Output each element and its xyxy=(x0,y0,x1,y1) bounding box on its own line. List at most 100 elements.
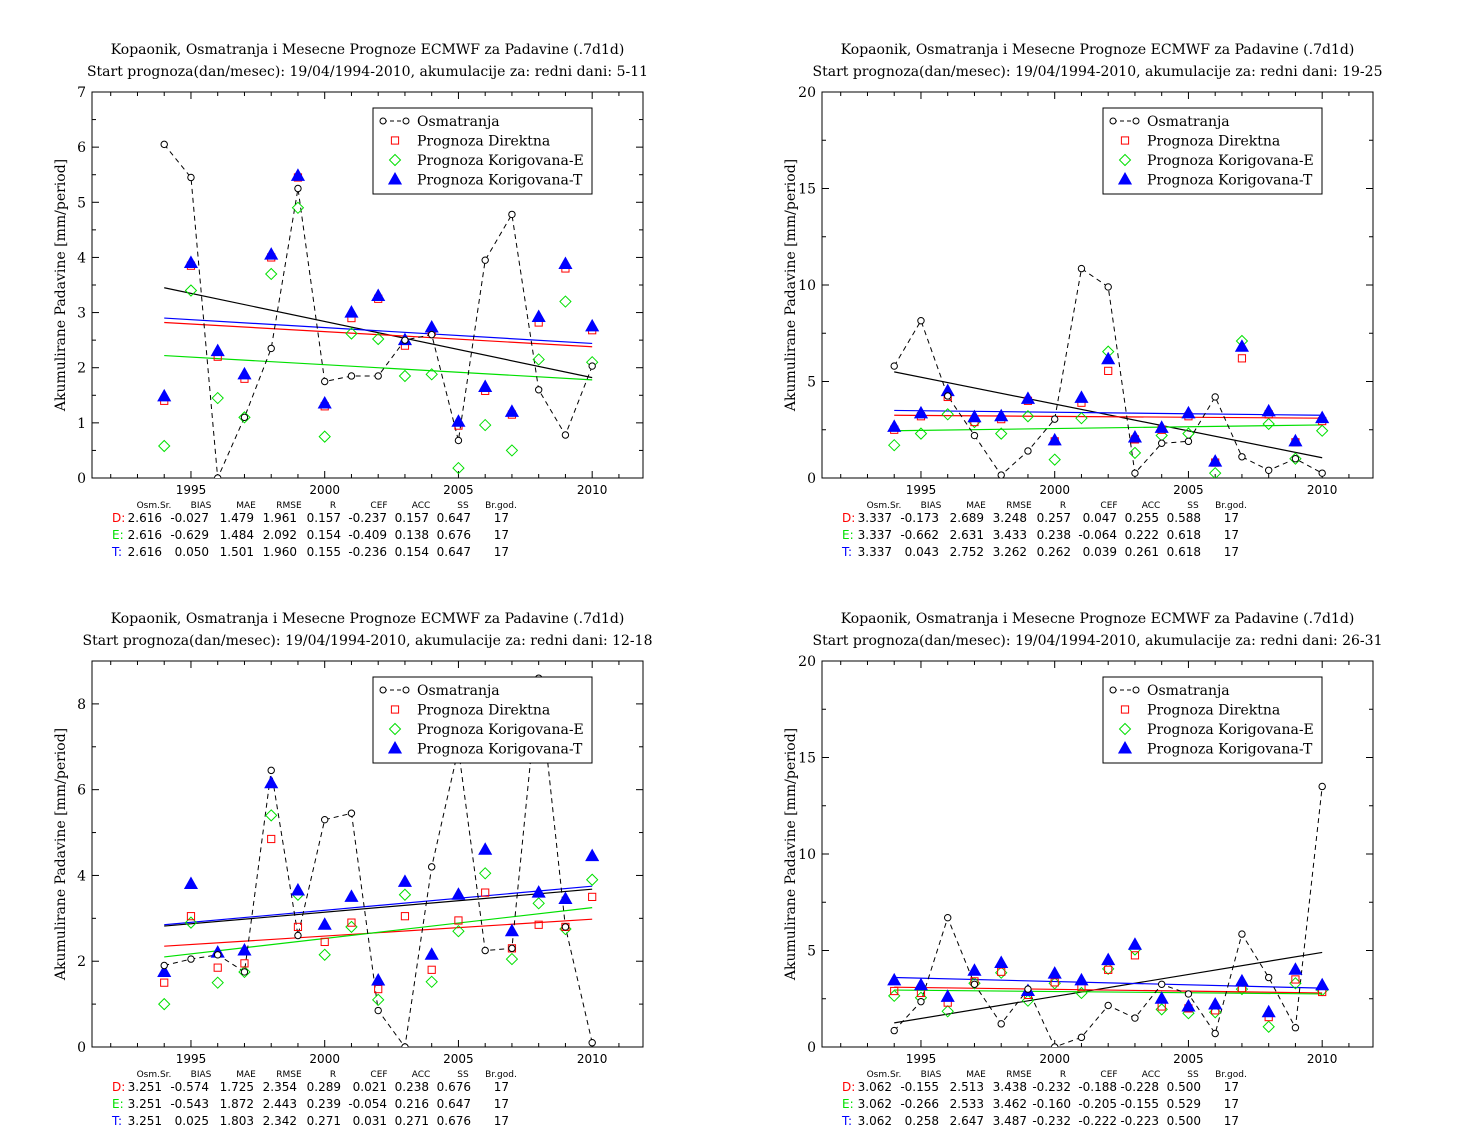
point-korigovana-t xyxy=(967,963,982,976)
point-osmatranja xyxy=(321,815,329,824)
stats-header: Osm.Sr. xyxy=(137,501,172,511)
plot-area xyxy=(887,782,1330,1047)
point-osmatranja xyxy=(374,1006,382,1015)
point-korigovana-t xyxy=(504,923,519,937)
point-osmatranja xyxy=(1051,1043,1059,1047)
point-direktna xyxy=(588,892,597,901)
x-tick-label: 2005 xyxy=(443,483,474,497)
stats-value: 3.251 xyxy=(128,1114,162,1128)
stats-value: -0.228 xyxy=(1120,1080,1159,1094)
legend-label: Prognoza Direktna xyxy=(1147,134,1280,150)
point-osmatranja xyxy=(588,1039,596,1047)
legend-label: Osmatranja xyxy=(1147,114,1230,130)
stats-table: Osm.Sr. BIAS MAE RMSE R CEF ACC SS Br.god.D: 3.25… xyxy=(111,1070,517,1128)
stats-value: 0.155 xyxy=(307,545,341,559)
stats-row-label: D: xyxy=(112,1080,125,1094)
series-line-osmatranja xyxy=(893,267,1323,476)
stats-header: RMSE xyxy=(276,501,302,511)
point-direktna xyxy=(267,834,276,844)
stats-value: 3.462 xyxy=(993,1097,1027,1111)
point-osmatranja xyxy=(160,140,168,149)
x-tick-label: 2010 xyxy=(577,1052,608,1066)
point-korigovana-e xyxy=(425,368,438,381)
stats-value: 0.271 xyxy=(307,1114,341,1128)
point-korigovana-t xyxy=(1127,937,1143,950)
stats-value: 2.631 xyxy=(950,528,984,542)
point-korigovana-e xyxy=(941,1005,954,1018)
stats-value: -0.629 xyxy=(170,528,209,542)
trend-line xyxy=(164,354,593,381)
point-korigovana-t xyxy=(344,889,359,902)
plot-area xyxy=(157,674,600,1047)
stats-header: R xyxy=(330,1070,336,1080)
legend-box xyxy=(1102,676,1323,764)
point-korigovana-t xyxy=(290,168,306,181)
point-osmatranja xyxy=(1104,1001,1112,1010)
point-korigovana-e xyxy=(1262,417,1275,431)
stats-value: 0.021 xyxy=(353,1080,387,1094)
stats-value: -0.232 xyxy=(1032,1080,1071,1094)
point-direktna xyxy=(1130,951,1140,960)
stats-value: 0.647 xyxy=(437,511,471,525)
point-korigovana-t xyxy=(478,842,493,855)
legend-box xyxy=(372,107,593,195)
point-direktna xyxy=(1050,978,1059,987)
stats-value: 2.752 xyxy=(950,545,984,559)
stats-value: 0.261 xyxy=(1125,545,1159,559)
point-korigovana-t xyxy=(1261,1004,1276,1018)
point-korigovana-e xyxy=(888,438,901,452)
point-korigovana-t xyxy=(424,319,439,333)
stats-value: -0.236 xyxy=(348,545,387,559)
point-osmatranja xyxy=(240,968,249,976)
stats-value: 3.337 xyxy=(858,528,892,542)
chart-title: Kopaonik, Osmatranja i Mesecne Prognoze … xyxy=(111,42,625,58)
point-osmatranja xyxy=(267,766,275,775)
legend-label: Prognoza Korigovana-E xyxy=(417,153,584,169)
stats-header: BIAS xyxy=(921,501,942,511)
point-korigovana-e xyxy=(1315,424,1329,437)
point-direktna xyxy=(481,888,490,897)
stats-value: 0.238 xyxy=(1037,528,1071,542)
stats-value: 17 xyxy=(1224,545,1239,559)
point-osmatranja xyxy=(917,997,925,1006)
point-osmatranja xyxy=(1264,466,1273,474)
y-tick-label: 10 xyxy=(798,278,816,294)
stats-value: 2.616 xyxy=(128,511,162,525)
y-tick-label: 20 xyxy=(798,85,816,101)
point-korigovana-e xyxy=(371,332,385,346)
stats-value: 1.803 xyxy=(220,1114,254,1128)
stats-value: 0.258 xyxy=(905,1114,939,1128)
stats-header: CEF xyxy=(1100,1070,1117,1080)
stats-header: CEF xyxy=(370,1070,387,1080)
stats-value: 3.248 xyxy=(993,511,1027,525)
point-korigovana-e xyxy=(398,369,412,383)
point-direktna xyxy=(997,967,1006,976)
x-tick-label: 1995 xyxy=(906,1052,937,1066)
point-korigovana-t xyxy=(531,309,546,322)
point-korigovana-t xyxy=(264,775,279,789)
stats-value: 0.154 xyxy=(395,545,429,559)
point-osmatranja xyxy=(294,931,302,940)
stats-row-label: T: xyxy=(111,545,122,559)
stats-value: -0.222 xyxy=(1078,1114,1117,1128)
stats-header: SS xyxy=(1187,501,1199,511)
point-korigovana-e xyxy=(452,924,465,938)
stats-value: -0.155 xyxy=(1120,1097,1159,1111)
stats-header: Br.god. xyxy=(485,501,517,511)
stats-value: -0.205 xyxy=(1078,1097,1117,1111)
stats-row-label: E: xyxy=(112,1097,124,1111)
point-korigovana-t xyxy=(1101,952,1116,966)
stats-value: 17 xyxy=(1224,511,1239,525)
point-korigovana-t xyxy=(531,885,546,898)
point-direktna xyxy=(454,916,463,925)
stats-header: ACC xyxy=(1142,1070,1161,1080)
point-osmatranja xyxy=(321,377,329,386)
stats-value: 17 xyxy=(494,1080,509,1094)
point-korigovana-e xyxy=(371,993,385,1007)
stats-value: 1.501 xyxy=(220,545,254,559)
point-korigovana-t xyxy=(387,740,403,754)
point-korigovana-e xyxy=(478,418,492,432)
point-korigovana-t xyxy=(237,366,252,380)
stats-header: RMSE xyxy=(276,1070,302,1080)
